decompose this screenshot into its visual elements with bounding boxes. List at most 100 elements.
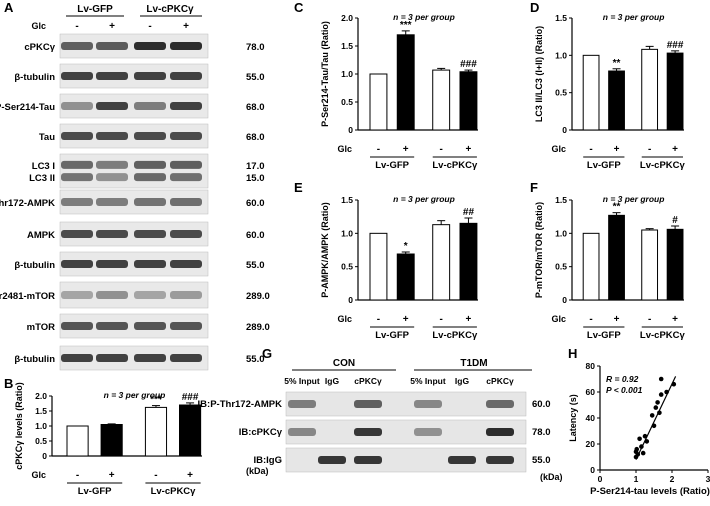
y-tick-label: 60 bbox=[586, 387, 596, 397]
blot-band bbox=[170, 322, 202, 330]
y-tick-label: 1.0 bbox=[555, 50, 567, 60]
significance-mark: ** bbox=[613, 202, 621, 213]
ip-blot-band bbox=[414, 400, 442, 408]
blot-band bbox=[134, 198, 166, 206]
blot-band bbox=[61, 160, 93, 169]
bar bbox=[179, 404, 202, 457]
blot-band bbox=[170, 291, 202, 299]
lane-label: IgG bbox=[455, 376, 470, 386]
significance-mark: # bbox=[672, 215, 678, 226]
ip-blot-band bbox=[486, 456, 514, 464]
scatter-point bbox=[655, 400, 660, 405]
ip-blot-rows: IB:P-Thr172-AMPK 60.0 IB:cPKCγ 78.0 IB:IgG 55… bbox=[198, 391, 551, 473]
glc-sign: - bbox=[377, 144, 380, 155]
glc-sign: + bbox=[614, 144, 620, 155]
blot-band bbox=[96, 132, 128, 140]
glc-sign: - bbox=[75, 21, 78, 32]
glc-sign: + bbox=[187, 470, 193, 481]
y-axis-label: Latency (s) bbox=[568, 394, 578, 442]
significance-mark: ** bbox=[613, 58, 621, 69]
panel-c: Cn = 3 per group 0 0.5 1.0 1.5 2.0 P-Ser214-Ta… bbox=[294, 0, 478, 171]
y-tick-label: 0 bbox=[348, 125, 353, 135]
glc-signs: - + - + bbox=[75, 21, 189, 32]
ip-blot-band bbox=[354, 400, 382, 408]
glc-sign: + bbox=[403, 314, 409, 325]
glc-sign: + bbox=[672, 144, 678, 155]
blot-band bbox=[170, 132, 202, 140]
y-tick-label: 0.5 bbox=[35, 436, 47, 446]
glc-sign: - bbox=[440, 314, 443, 325]
glc-sign: + bbox=[466, 144, 472, 155]
glc-sign: - bbox=[589, 314, 592, 325]
panel-letter: H bbox=[568, 346, 577, 361]
group-label: Lv-GFP bbox=[587, 160, 621, 171]
blot-band bbox=[61, 291, 93, 299]
bar bbox=[100, 424, 123, 457]
glc-label: Glc bbox=[551, 314, 566, 324]
blot-band bbox=[134, 230, 166, 238]
significance-mark: * bbox=[404, 241, 408, 252]
y-tick-label: 0 bbox=[590, 465, 595, 475]
y-tick-label: 0.5 bbox=[555, 262, 567, 272]
scatter-point bbox=[637, 436, 642, 442]
blot-band bbox=[170, 160, 202, 169]
ip-blot-band bbox=[486, 428, 514, 436]
panel-letter: E bbox=[294, 180, 303, 195]
bar bbox=[396, 34, 415, 131]
scatter-point bbox=[644, 439, 650, 444]
scatter-point bbox=[634, 446, 640, 452]
lane-label: 5% Input bbox=[284, 376, 320, 386]
bar bbox=[369, 232, 388, 301]
ip-row-label: IB:cPKCγ bbox=[239, 427, 283, 438]
bar bbox=[369, 73, 388, 131]
bar bbox=[608, 70, 625, 131]
blot-band bbox=[61, 230, 93, 238]
glc-label: Glc bbox=[551, 144, 566, 154]
blot-label: mTOR bbox=[27, 322, 55, 333]
blot-band bbox=[170, 354, 202, 362]
y-tick-label: 0 bbox=[42, 451, 47, 461]
bar bbox=[666, 52, 684, 131]
ip-blot-band bbox=[448, 456, 476, 464]
y-axis-label: P-AMPK/AMPK (Ratio) bbox=[320, 202, 330, 298]
glc-sign: + bbox=[403, 144, 409, 155]
blot-label: LC3 II bbox=[29, 173, 55, 184]
blot-band bbox=[134, 102, 166, 110]
bar bbox=[641, 229, 659, 301]
y-tick-label: 1.5 bbox=[341, 195, 353, 205]
x-tick-label: 3 bbox=[706, 474, 710, 484]
ip-blot-band bbox=[354, 456, 382, 464]
blot-band bbox=[134, 322, 166, 330]
y-axis-label: cPKCγ levels (Ratio) bbox=[14, 382, 24, 470]
blot-band bbox=[96, 42, 128, 50]
blot-kda: 60.0 bbox=[246, 198, 265, 209]
blot-label: cPKCγ bbox=[24, 42, 55, 53]
glc-sign: + bbox=[183, 21, 189, 32]
blot-kda: 17.0 bbox=[246, 161, 265, 172]
scatter-point bbox=[651, 423, 657, 429]
glc-sign: + bbox=[109, 21, 115, 32]
glc-label: Glc bbox=[31, 470, 46, 480]
panel-a: A Lv-GFP Lv-cPKCγ Glc - + - + cPKCγ 78.0 β-tu… bbox=[0, 0, 270, 476]
blot-kda: 68.0 bbox=[246, 102, 265, 113]
blot-label: P-Thr172-AMPK bbox=[0, 198, 55, 209]
blot-band bbox=[61, 42, 93, 50]
y-tick-label: 1.5 bbox=[555, 13, 567, 23]
y-tick-label: 0.5 bbox=[555, 88, 567, 98]
scatter-point bbox=[635, 452, 641, 457]
y-tick-label: 0 bbox=[562, 125, 567, 135]
group-label: Lv-GFP bbox=[375, 330, 409, 341]
y-axis-label: P-mTOR/mTOR (Ratio) bbox=[534, 202, 544, 298]
ip-row-kda: 55.0 bbox=[532, 455, 551, 466]
glc-sign: - bbox=[440, 144, 443, 155]
blot-band bbox=[170, 173, 202, 182]
blot-kda: 289.0 bbox=[246, 322, 270, 333]
panel-g-letter: G bbox=[262, 346, 272, 361]
glc-sign: - bbox=[148, 21, 151, 32]
blot-band bbox=[61, 198, 93, 206]
y-tick-label: 40 bbox=[586, 413, 596, 423]
blot-band bbox=[96, 72, 128, 80]
x-tick-label: 1 bbox=[634, 474, 639, 484]
bar bbox=[608, 214, 625, 301]
